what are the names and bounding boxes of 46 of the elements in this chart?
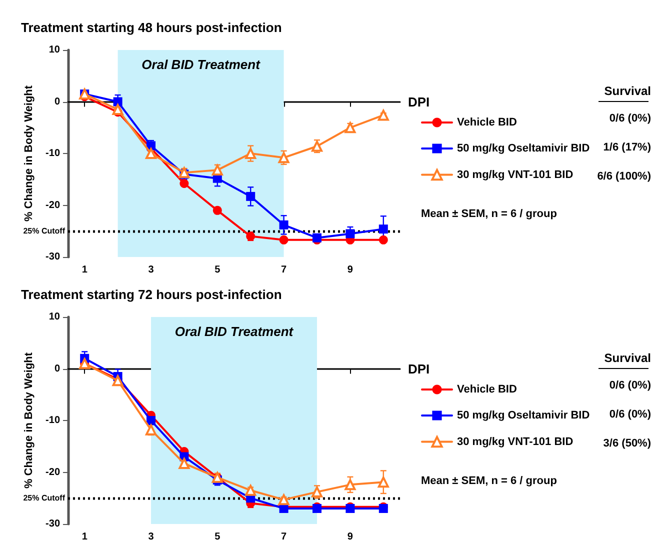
- text: 3/6 (50%): [603, 438, 652, 450]
- y-tick-label: -30: [46, 252, 60, 262]
- y-tick-label: -20: [46, 466, 60, 478]
- text: 0/6 (0%): [609, 380, 652, 392]
- x-tick-label: 9: [347, 532, 354, 542]
- x-axis-title: DPI: [408, 361, 430, 376]
- legend-title: Survival: [604, 84, 652, 98]
- y-tick-label: -10: [46, 415, 60, 426]
- y-axis-title: % Change in Body Weight: [23, 352, 36, 489]
- x-tick-label: 3: [148, 532, 154, 542]
- legend-label: 50 mg/kg Oseltamivir BID: [457, 142, 590, 154]
- x-tick-label: 3: [148, 264, 154, 276]
- y-tick-label: 10: [48, 44, 60, 56]
- band-label: Oral BID Treatment: [174, 324, 294, 339]
- x-tick-label: 1: [82, 532, 88, 542]
- y-tick-label: -30: [46, 518, 60, 530]
- text: 0/6 (0%): [609, 112, 652, 124]
- text: 1/6 (17%): [603, 142, 652, 154]
- y-tick-label: 0: [54, 96, 60, 108]
- x-tick-label: 7: [281, 532, 288, 542]
- text: Mean ± SEM, n = 6 / group: [421, 475, 558, 488]
- chart-title: Treatment starting 72 hours post-infection: [21, 287, 282, 302]
- x-tick-label: 5: [214, 264, 221, 276]
- ref-line-label: 25% Cutoff: [23, 226, 66, 236]
- x-axis-title: DPI: [408, 94, 430, 110]
- y-tick-label: -20: [46, 200, 60, 211]
- band-label: Oral BID Treatment: [142, 57, 261, 72]
- legend-label: 30 mg/kg VNT-101 BID: [457, 168, 574, 181]
- legend-label: 30 mg/kg VNT-101 BID: [457, 436, 574, 448]
- chart-title: Treatment starting 48 hours post-infection: [21, 20, 282, 35]
- legend-label: Vehicle BID: [457, 384, 517, 396]
- x-tick-label: 7: [281, 264, 288, 276]
- ref-line-label: 25% Cutoff: [23, 494, 66, 503]
- legend-label: 50 mg/kg Oseltamivir BID: [457, 410, 590, 422]
- legend-title: Survival: [604, 351, 652, 365]
- x-tick-label: 9: [347, 264, 354, 276]
- y-tick-label: 0: [54, 363, 60, 374]
- y-axis-title: % Change in Body Weight: [23, 85, 36, 222]
- x-tick-label: 1: [82, 264, 88, 276]
- y-tick-label: 10: [48, 312, 60, 322]
- text: 0/6 (0%): [609, 408, 652, 420]
- y-tick-label: -10: [46, 148, 60, 159]
- legend-label: Vehicle BID: [457, 116, 517, 128]
- text: Mean ± SEM, n = 6 / group: [421, 208, 558, 220]
- x-tick-label: 5: [214, 532, 221, 542]
- text: 6/6 (100%): [597, 170, 652, 182]
